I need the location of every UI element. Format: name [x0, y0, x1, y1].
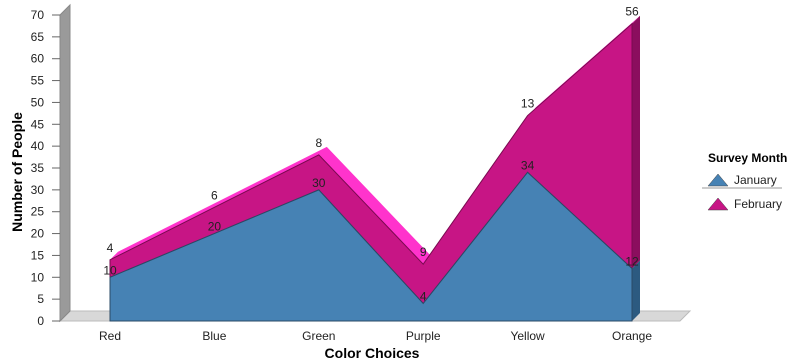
data-label-february: 8	[315, 136, 322, 150]
data-label-february: 4	[107, 241, 114, 255]
y-tick-label: 5	[37, 292, 44, 306]
x-tick-label: Green	[302, 329, 335, 343]
data-label-january: 20	[208, 220, 222, 234]
series-january-area	[109, 171, 633, 322]
data-label-january: 12	[625, 255, 639, 269]
series-january-side	[632, 260, 640, 321]
y-axis-title: Number of People	[9, 112, 25, 232]
y-tick-label: 50	[31, 95, 45, 109]
x-tick-label: Orange	[612, 329, 652, 343]
y-tick-label: 10	[31, 270, 45, 284]
x-tick-label: Red	[99, 329, 121, 343]
series-february-side	[632, 15, 640, 269]
data-label-february: 13	[521, 97, 535, 111]
legend-swatch-february	[707, 197, 729, 211]
legend-swatch-january	[707, 173, 729, 187]
y-tick-label: 25	[31, 205, 45, 219]
legend-label-february: February	[734, 197, 782, 211]
data-label-february: 56	[625, 5, 639, 19]
legend: Survey Month January February	[702, 151, 787, 211]
y-tick-label: 20	[31, 227, 45, 241]
legend-label-january: January	[734, 173, 777, 187]
y-tick-label: 55	[31, 74, 45, 88]
legend-title: Survey Month	[708, 151, 787, 165]
data-label-january: 4	[420, 290, 427, 304]
x-tick-label: Purple	[406, 329, 441, 343]
y-tick-label: 70	[31, 8, 45, 22]
data-label-february: 9	[420, 245, 427, 259]
data-label-february: 6	[211, 188, 218, 202]
y-tick-label: 65	[31, 30, 45, 44]
x-tick-label: Blue	[202, 329, 226, 343]
y-tick-label: 45	[31, 117, 45, 131]
x-axis-title: Color Choices	[325, 345, 420, 361]
data-label-january: 34	[521, 158, 535, 172]
y-tick-label: 15	[31, 248, 45, 262]
data-label-january: 30	[312, 176, 326, 190]
chart-wall	[59, 3, 71, 323]
y-tick-label: 30	[31, 183, 45, 197]
y-tick-label: 35	[31, 161, 45, 175]
x-tick-label: Yellow	[510, 329, 545, 343]
y-tick-label: 40	[31, 139, 45, 153]
data-label-january: 10	[103, 263, 117, 277]
y-tick-label: 60	[31, 52, 45, 66]
y-tick-label: 0	[37, 314, 44, 328]
